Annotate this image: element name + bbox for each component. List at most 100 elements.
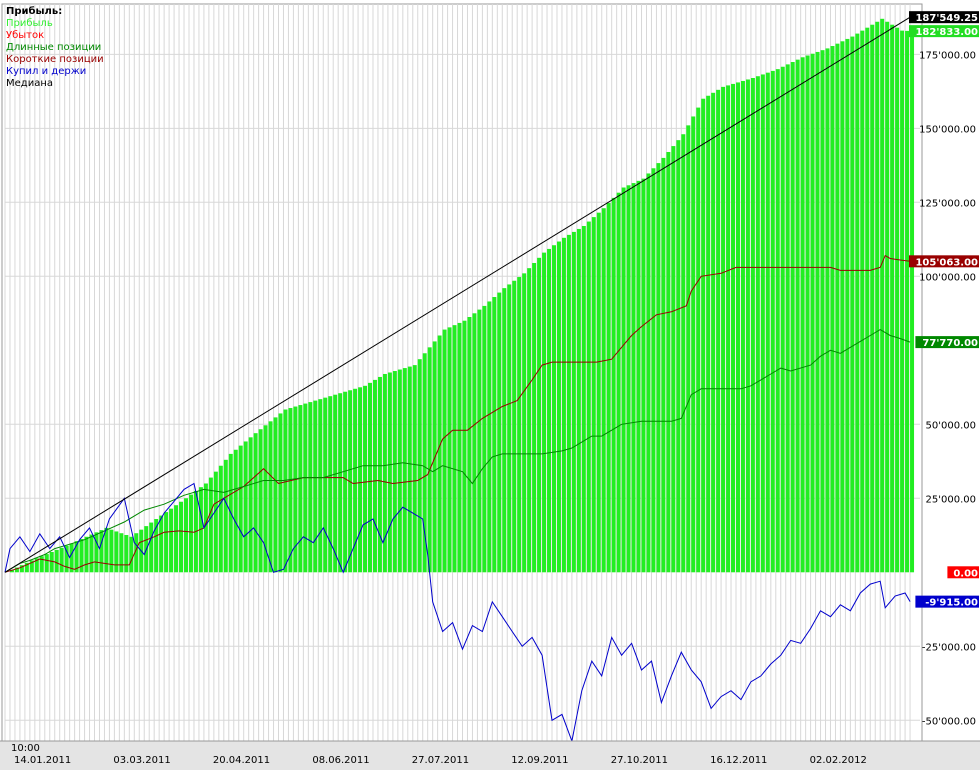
profit-bar	[770, 70, 775, 573]
profit-bar	[571, 231, 576, 573]
profit-bar	[656, 163, 661, 573]
profit-bar	[392, 371, 397, 573]
profit-bar	[641, 178, 646, 573]
time-axis-bar	[0, 741, 980, 770]
value-badge	[915, 336, 979, 349]
profit-bar	[24, 562, 29, 573]
profit-bar	[213, 471, 218, 573]
profit-bar	[780, 66, 785, 573]
profit-bar	[64, 545, 69, 573]
profit-bar	[517, 277, 522, 573]
legend: Прибыль: Прибыль Убыток Длинные позиции …	[6, 6, 104, 90]
profit-bar	[611, 197, 616, 573]
profit-bar	[427, 347, 432, 573]
x-tick-label: 03.03.2011	[113, 755, 170, 766]
profit-bars	[9, 18, 915, 573]
profit-bar	[681, 134, 686, 573]
profit-bar	[323, 397, 328, 573]
profit-bar	[382, 373, 387, 573]
profit-bar	[890, 24, 895, 573]
profit-bar	[566, 234, 571, 573]
median-line	[4, 16, 911, 573]
profit-bar	[407, 366, 412, 573]
profit-bar	[89, 534, 94, 573]
value-badge-label: 182'833.00	[915, 27, 978, 38]
profit-bar	[278, 413, 283, 573]
y-tick-label: 100'000.00	[919, 272, 976, 283]
profit-bar	[865, 27, 870, 573]
profit-bar	[174, 505, 179, 573]
profit-bar	[74, 541, 79, 573]
profit-bar	[119, 533, 124, 573]
value-badge	[909, 11, 979, 24]
profit-bar	[905, 30, 910, 573]
profit-bar	[54, 549, 59, 573]
legend-item-loss: Убыток	[6, 30, 45, 41]
profit-bar	[666, 151, 671, 573]
profit-bar	[283, 409, 288, 573]
profit-bar	[487, 301, 492, 573]
profit-bar	[507, 284, 512, 573]
profit-bar	[671, 146, 676, 573]
profit-bar	[452, 325, 457, 573]
value-badge	[909, 255, 979, 268]
series-lines	[4, 16, 911, 743]
profit-bar	[750, 77, 755, 573]
profit-bar	[263, 425, 268, 573]
y-tick-label: 125'000.00	[919, 198, 976, 209]
profit-bar	[591, 217, 596, 573]
y-tick-label: -25'000.00	[922, 642, 976, 653]
profit-bar	[497, 292, 502, 573]
profit-bar	[492, 297, 497, 573]
profit-bar	[233, 449, 238, 573]
profit-bar	[14, 567, 19, 573]
profit-bar	[755, 76, 760, 573]
long-positions-line	[4, 329, 911, 573]
profit-bar	[885, 21, 890, 573]
profit-bar	[104, 527, 109, 573]
profit-bar	[129, 536, 134, 573]
profit-bar	[527, 268, 532, 573]
legend-item-long: Длинные позиции	[6, 42, 102, 53]
profit-bar	[114, 531, 119, 573]
profit-bar	[313, 400, 318, 573]
profit-bar	[581, 225, 586, 573]
profit-bar	[576, 228, 581, 573]
value-badge-label: 0.00	[953, 568, 978, 579]
profit-bar	[805, 55, 810, 573]
profit-bar	[790, 62, 795, 573]
profit-bar	[308, 402, 313, 573]
profit-bar	[293, 406, 298, 573]
legend-item-buy-hold: Купил и держи	[6, 66, 87, 77]
profit-bar	[457, 322, 462, 573]
profit-bar	[502, 288, 507, 573]
profit-bar	[203, 483, 208, 573]
profit-bar	[736, 82, 740, 573]
x-tick-label: 14.01.2011	[14, 755, 71, 766]
profit-bar	[512, 280, 517, 573]
profit-bar	[372, 379, 377, 573]
profit-bar	[412, 365, 417, 573]
x-axis-ticks: 14.01.2011 03.03.2011 20.04.2011 08.06.2011…	[14, 755, 867, 766]
profit-bar	[333, 394, 338, 573]
value-badge-label: 77'770.00	[922, 338, 978, 349]
profit-bar	[258, 429, 263, 573]
x-tick-label: 20.04.2011	[213, 755, 270, 766]
profit-bar	[353, 388, 358, 573]
x-tick-label: 27.10.2011	[611, 755, 668, 766]
profit-bar	[880, 18, 885, 573]
profit-bar	[552, 245, 556, 573]
time-label: 10:00	[11, 743, 40, 754]
profit-bar	[785, 64, 790, 573]
profit-bar	[845, 38, 850, 573]
profit-bar	[537, 257, 542, 573]
profit-bar	[586, 221, 591, 573]
profit-bar	[9, 569, 14, 573]
profit-bar	[636, 180, 641, 573]
profit-bar	[701, 98, 706, 573]
profit-bar	[338, 393, 343, 573]
profit-bar	[39, 556, 44, 573]
profit-bar	[830, 46, 835, 573]
y-tick-label: -50'000.00	[922, 716, 976, 727]
buy-and-hold-line	[4, 482, 911, 743]
